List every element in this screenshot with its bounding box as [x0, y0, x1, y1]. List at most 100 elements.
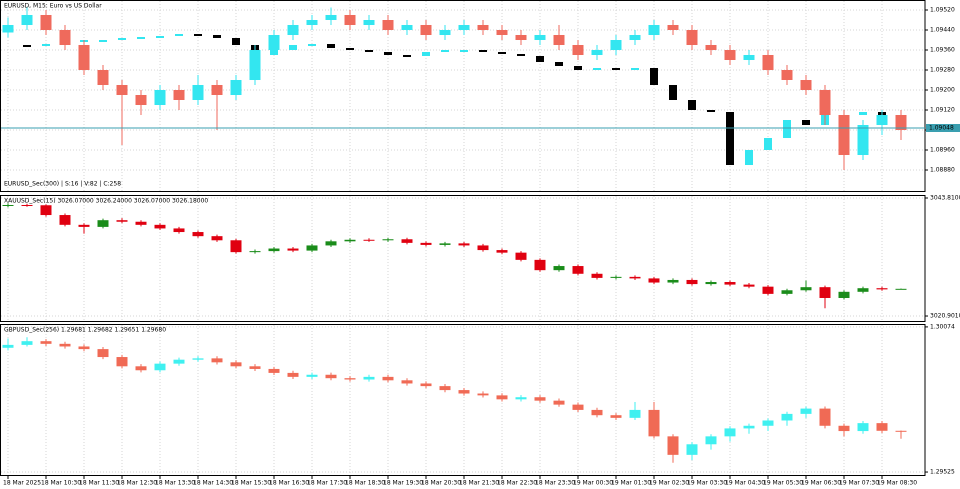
x-tick-label: 19 Mar 08:30	[877, 480, 917, 487]
candle-body	[895, 115, 907, 130]
candle-body	[857, 288, 869, 292]
candle-body	[515, 252, 527, 260]
candle-body	[496, 250, 508, 253]
overlay-bar	[555, 62, 563, 66]
overlay-bar	[156, 36, 164, 38]
candle-body	[876, 423, 888, 431]
candle-body	[477, 25, 489, 30]
candle-body	[382, 20, 394, 30]
candle-body	[743, 284, 755, 287]
candle-body	[553, 35, 565, 45]
candle-body	[458, 390, 470, 394]
candle-body	[21, 341, 33, 345]
candle-body	[705, 282, 717, 285]
candle-body	[116, 220, 128, 222]
candle-body	[572, 266, 584, 274]
candle-body	[420, 383, 432, 387]
candle-body	[363, 239, 375, 241]
candle-body	[325, 374, 337, 379]
x-tick-label: 19 Mar 01:30	[611, 480, 651, 487]
overlay-bar	[327, 44, 335, 48]
candle-body	[192, 358, 204, 360]
overlay-bar	[859, 112, 867, 115]
candle-body	[287, 248, 299, 251]
candle-body	[610, 415, 622, 418]
overlay-bar	[498, 52, 506, 54]
candle-body	[610, 40, 622, 50]
candle-body	[344, 15, 356, 25]
overlay-bar	[479, 50, 487, 52]
candle-body	[819, 287, 831, 298]
candle-body	[249, 251, 261, 253]
candle-body	[287, 25, 299, 35]
y-tick-label: 1.09280	[930, 67, 955, 74]
candle-body	[40, 15, 52, 30]
overlay-bar	[574, 66, 582, 70]
overlay-bar	[707, 110, 715, 112]
candle-body	[2, 344, 14, 348]
candle-body	[496, 395, 508, 400]
candle-body	[800, 287, 812, 291]
candle-body	[705, 436, 717, 445]
candle-body	[173, 228, 185, 233]
candle-body	[515, 397, 527, 400]
pane-indicator: EURUSD_Sec(300) | S:16 | V:82 | C:258	[4, 181, 121, 188]
candle-body	[629, 276, 641, 279]
x-tick-label: 19 Mar 00:30	[573, 480, 613, 487]
candle-body	[515, 35, 527, 40]
candle-body	[819, 90, 831, 115]
pane-title: EURUSD, M15: Euro vs US Dollar	[4, 3, 102, 10]
candle-body	[344, 239, 356, 242]
candle-body	[420, 242, 432, 245]
candle-body	[838, 291, 850, 298]
overlay-bar	[137, 37, 145, 39]
candle-body	[59, 30, 71, 45]
candle-body	[591, 273, 603, 278]
overlay-bar	[23, 45, 31, 47]
overlay-bar	[175, 34, 183, 36]
candle-body	[439, 30, 451, 35]
candle-body	[344, 378, 356, 380]
candle-body	[667, 279, 679, 283]
candle-body	[211, 236, 223, 241]
x-tick-label: 19 Mar 04:30	[725, 480, 765, 487]
y-tick-label: 1.08960	[930, 147, 955, 154]
candle-body	[458, 243, 470, 246]
candle-body	[705, 45, 717, 50]
candle-body	[401, 25, 413, 30]
x-tick-label: 18 Mar 18:30	[345, 480, 385, 487]
candle-body	[154, 90, 166, 105]
y-tick-label: 3043.81000	[930, 194, 960, 201]
overlay-bar	[194, 34, 202, 36]
x-tick-label: 19 Mar 03:30	[687, 480, 727, 487]
candle-body	[857, 423, 869, 432]
candle-body	[401, 380, 413, 384]
candle-body	[458, 25, 470, 30]
candle-body	[439, 386, 451, 391]
candle-body	[762, 55, 774, 70]
overlay-bar	[669, 85, 677, 100]
candle-body	[667, 436, 679, 455]
candle-body	[211, 85, 223, 95]
overlay-bar	[441, 50, 449, 52]
candle-body	[268, 368, 280, 373]
candle-body	[325, 241, 337, 246]
candle-body	[876, 115, 888, 125]
candle-body	[762, 420, 774, 426]
overlay-bar	[517, 54, 525, 56]
candle-body	[743, 55, 755, 60]
y-tick-label: 1.09360	[930, 47, 955, 54]
overlay-bar	[802, 120, 810, 125]
candle-body	[97, 220, 109, 227]
candle-body	[762, 286, 774, 294]
x-tick-label: 19 Mar 06:30	[801, 480, 841, 487]
pane-title: XAUUSD_Sec(15) 3026.07000 3026.24000 302…	[4, 198, 208, 205]
candle-body	[629, 409, 641, 418]
candle-body	[553, 400, 565, 405]
candle-body	[591, 50, 603, 55]
x-tick-label: 18 Mar 19:30	[383, 480, 423, 487]
overlay-bar	[593, 68, 601, 70]
x-tick-label: 18 Mar 22:30	[497, 480, 537, 487]
x-tick-label: 18 Mar 10:30	[41, 480, 81, 487]
candle-body	[534, 397, 546, 401]
